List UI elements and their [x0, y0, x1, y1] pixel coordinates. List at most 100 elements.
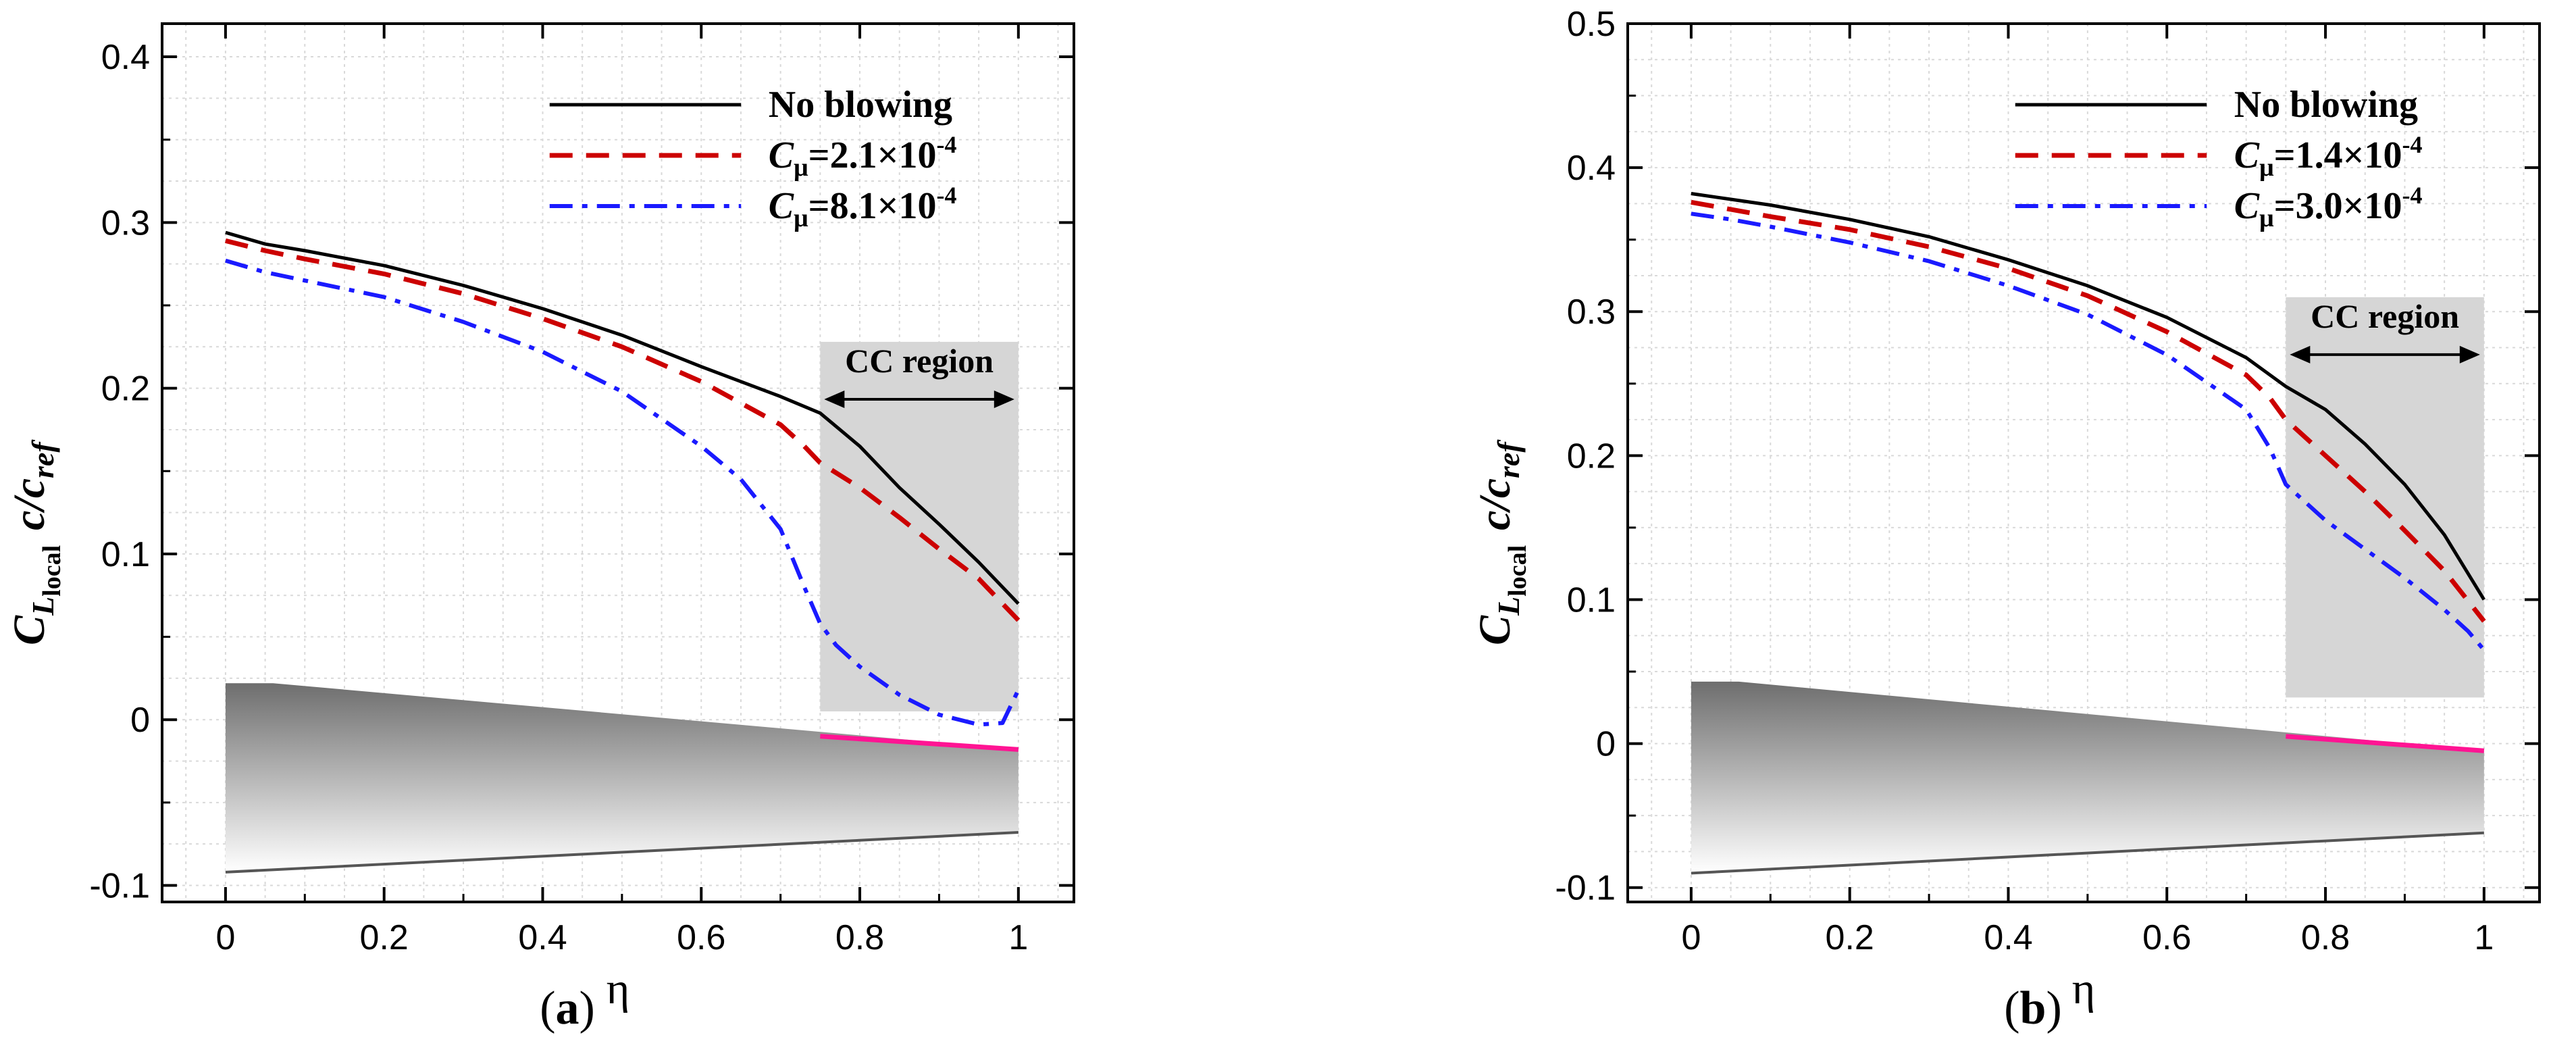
exponent: -4 [936, 131, 956, 158]
cc-flap-edge [2286, 734, 2485, 753]
y-tick-label: 0.3 [1567, 293, 1616, 332]
series-layer [1691, 192, 2486, 651]
cc-arrow-head-right [2459, 345, 2480, 363]
mu-subscript: μ [794, 204, 808, 232]
series-line-no-blowing [225, 230, 1020, 605]
y-tick-label: 0.4 [1567, 149, 1616, 188]
c-symbol: C [2234, 134, 2260, 176]
c-symbol: C [769, 134, 794, 176]
cc-region-layer [2286, 297, 2484, 698]
wing-planform [1691, 681, 2484, 874]
c-symbol: C [2234, 185, 2260, 227]
legend-label-cmu-low: Cμ=1.4×10-4 [2234, 131, 2423, 182]
series-line-cmu-low [1691, 199, 2486, 623]
y-label-l: L [1491, 597, 1526, 616]
x-tick-label: 0 [215, 918, 235, 957]
y-tick-label: -0.1 [89, 866, 150, 905]
x-tick-label: 0.4 [518, 918, 567, 957]
y-label-ref: ref [26, 439, 60, 478]
mu-subscript: μ [2259, 153, 2274, 182]
y-label-c: C [5, 615, 54, 645]
y-label-c-cref: c/c [1470, 478, 1520, 530]
cc-region-label: CC region [845, 342, 994, 380]
caption-letter: a [556, 982, 579, 1034]
x-tick-label: 0.2 [1826, 918, 1874, 957]
cc-arrow-head-left [824, 390, 845, 408]
plot-frame [161, 22, 1075, 903]
cmu-value: =8.1×10 [808, 185, 937, 227]
y-tick-label: 0.1 [101, 535, 150, 574]
legend-label-cmu-high: Cμ=3.0×10-4 [2234, 182, 2423, 232]
caption-open: ( [2004, 982, 2019, 1034]
caption-close: ) [2046, 982, 2061, 1034]
legend-label-cmu-low: Cμ=2.1×10-4 [769, 131, 957, 182]
y-axis-label: CLlocal c/cref [1470, 439, 1532, 645]
panel-caption: (b) [2004, 982, 2062, 1034]
cc-region-arrow [824, 390, 1014, 408]
y-tick-label: 0.4 [101, 38, 150, 77]
c-symbol: C [769, 185, 794, 227]
y-label-c-cref: c/c [5, 478, 54, 530]
wing-trailing-edge [225, 830, 1019, 874]
y-label-l: L [26, 597, 60, 616]
wing-planform-layer [1691, 681, 2485, 875]
caption-letter: b [2020, 982, 2046, 1034]
exponent: -4 [2402, 182, 2422, 209]
y-label-local: local [1503, 545, 1532, 597]
legend: No blowing Cμ=1.4×10-4 Cμ=3.0×10-4 [2015, 84, 2423, 232]
x-tick-label: 0.8 [2301, 918, 2350, 957]
y-tick-label: 0 [130, 701, 150, 740]
exponent: -4 [936, 182, 956, 209]
y-label-c: C [1470, 615, 1520, 645]
y-tick-label: 0 [1596, 725, 1616, 764]
wing-planform-layer [225, 683, 1019, 874]
exponent: -4 [2402, 131, 2422, 158]
tick-layer: 0 0.2 0.4 0.6 0.8 1 -0.1 0 0.1 0.2 0.3 0.4 [89, 24, 1074, 957]
cc-region-box [820, 341, 1019, 711]
y-tick-label: 0.5 [1567, 5, 1616, 44]
legend-label-no-blowing: No blowing [2234, 84, 2418, 126]
tick-layer: 0 0.2 0.4 0.6 0.8 1 -0.1 0 0.1 0.2 0.3 0.4 0.5 [1555, 5, 2540, 957]
series-layer [225, 230, 1021, 727]
cc-region-arrow [2290, 345, 2480, 363]
x-tick-label: 0.8 [835, 918, 884, 957]
x-tick-label: 0 [1681, 918, 1701, 957]
plot-frame [1626, 22, 2541, 903]
y-axis-label: CLlocal c/cref [5, 439, 66, 645]
y-label-ref: ref [1491, 439, 1526, 478]
cc-arrow-head-right [994, 390, 1014, 408]
y-tick-label: 0.2 [101, 370, 150, 409]
series-line-cmu-high [225, 258, 1021, 727]
cc-region-label: CC region [2311, 297, 2459, 335]
y-label-local: local [38, 545, 66, 597]
legend-label-cmu-high: Cμ=8.1×10-4 [769, 182, 957, 232]
panel-a: 0 0.2 0.4 0.6 0.8 1 -0.1 0 0.1 0.2 0.3 0.4 No blowi… [5, 22, 1075, 1034]
caption-open: ( [540, 982, 555, 1034]
x-tick-label: 1 [2474, 918, 2494, 957]
x-axis-label: η [2072, 964, 2096, 1013]
series-line-cmu-low [225, 238, 1021, 622]
mu-subscript: μ [794, 153, 808, 182]
cc-region-box [2286, 297, 2484, 698]
legend-label-no-blowing: No blowing [769, 84, 952, 126]
y-tick-label: 0.3 [101, 203, 150, 243]
x-tick-label: 0.6 [2142, 918, 2191, 957]
x-tick-label: 0.2 [360, 918, 409, 957]
cmu-value: =1.4×10 [2274, 134, 2402, 176]
panel-caption: (a) [540, 982, 595, 1034]
y-tick-label: 0.2 [1567, 436, 1616, 476]
cc-arrow-head-left [2290, 345, 2311, 363]
mu-subscript: μ [2259, 204, 2274, 232]
x-tick-label: 0.6 [677, 918, 725, 957]
x-tick-label: 1 [1008, 918, 1028, 957]
y-tick-label: 0.1 [1567, 580, 1616, 620]
wing-trailing-edge [1691, 831, 2484, 875]
cc-region-layer [820, 341, 1019, 711]
cc-flap-edge [820, 734, 1019, 752]
panel-b: 0 0.2 0.4 0.6 0.8 1 -0.1 0 0.1 0.2 0.3 0.4 0.5 No bl… [1470, 5, 2541, 1034]
x-axis-label: η [607, 964, 630, 1013]
cmu-value: =3.0×10 [2274, 185, 2402, 227]
x-tick-label: 0.4 [1984, 918, 2032, 957]
caption-close: ) [579, 982, 595, 1034]
